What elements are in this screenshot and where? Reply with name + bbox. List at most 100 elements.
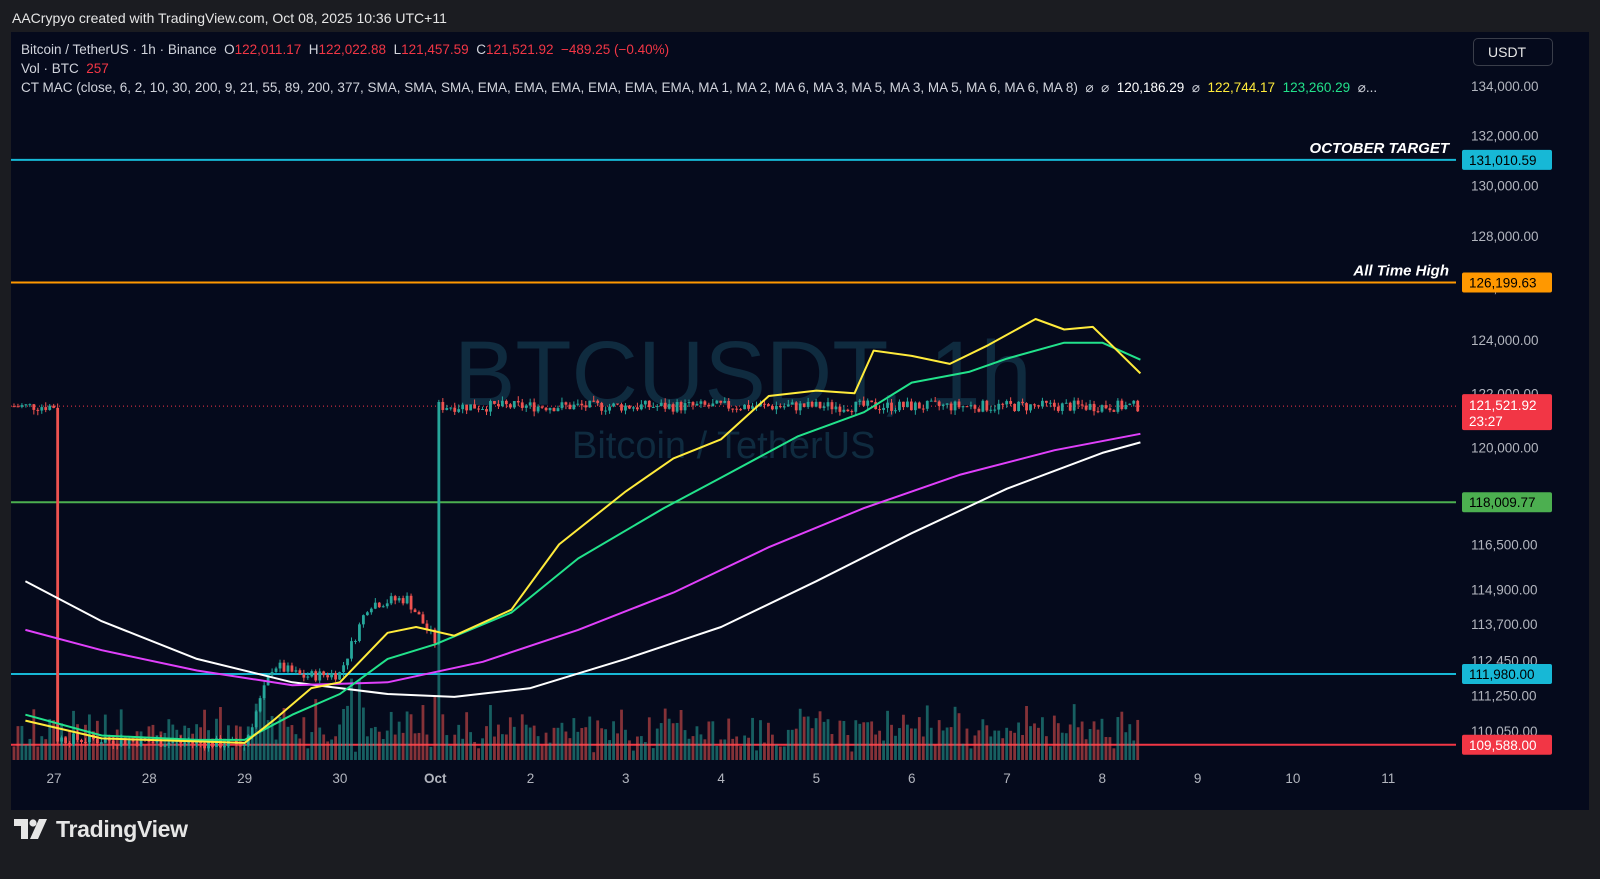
candle-body [691, 402, 695, 406]
volume-bar [794, 728, 798, 760]
candle-body [512, 401, 516, 408]
volume-bar [782, 746, 786, 760]
x-axis-tick: 5 [813, 771, 821, 786]
candle-body [346, 658, 349, 666]
candle-body [774, 406, 778, 410]
candle-body [306, 676, 310, 678]
candle-body [318, 671, 322, 681]
candle-body [1080, 404, 1084, 406]
volume-bar [719, 739, 723, 760]
candle-body [937, 401, 941, 407]
volume-bar [330, 739, 334, 760]
null-value-icon: ⌀ [1101, 80, 1110, 95]
volume-bar [401, 732, 405, 760]
candle-body [667, 404, 671, 409]
y-axis-tick: 116,500.00 [1471, 537, 1538, 552]
volume-bar [929, 727, 933, 760]
moving-average-line [24, 441, 1141, 698]
candle-body [731, 408, 735, 410]
volume-bar [703, 739, 707, 760]
y-axis-tick: 128,000.00 [1471, 229, 1539, 244]
volume-bar [1029, 726, 1032, 760]
candle-body [1108, 408, 1112, 411]
volume-bar [635, 736, 639, 760]
x-axis-tick: 29 [237, 771, 252, 786]
candle-body [28, 404, 32, 406]
candle-body [294, 670, 298, 672]
candle-body [389, 596, 393, 604]
candle-body [397, 598, 401, 601]
candle-body [127, 740, 131, 745]
currency-button[interactable]: USDT [1473, 38, 1553, 66]
price-level-badge [1462, 664, 1552, 685]
candle-body [1072, 400, 1076, 411]
candle-body [576, 403, 580, 405]
attribution-bar: AACrypyo created with TradingView.com, O… [0, 0, 1600, 32]
volume-bar [20, 725, 24, 760]
volume-bar [1072, 704, 1076, 760]
legend-high-label: H [308, 42, 319, 57]
candle-body [1068, 402, 1072, 411]
candle-body [449, 407, 453, 409]
candle-body [1048, 402, 1052, 404]
candle-body [12, 406, 16, 408]
volume-bar [465, 712, 469, 760]
volume-bar [1128, 724, 1132, 760]
candle-body [802, 403, 806, 407]
candle-body [350, 641, 353, 659]
candle-body [469, 404, 473, 411]
candle-body [477, 408, 480, 410]
volume-bar [917, 717, 921, 760]
volume-bar [1080, 721, 1084, 760]
legend-vol-value: 257 [86, 61, 109, 76]
candle-body [778, 406, 782, 408]
candle-body [878, 409, 882, 411]
candle-body [298, 670, 302, 675]
volume-bar [358, 679, 361, 760]
volume-bar [12, 746, 16, 760]
legend-volume-row: Vol · BTC 257 [21, 59, 1377, 78]
legend-more[interactable]: ... [1365, 80, 1378, 95]
volume-bar [953, 706, 957, 760]
volume-bar [520, 714, 524, 760]
volume-bar [266, 720, 270, 760]
candle-body [1041, 400, 1044, 407]
volume-bar [409, 714, 413, 760]
candle-body [417, 612, 421, 615]
chart-panel[interactable]: BTCUSDT, 1h Bitcoin / TetherUS OCTOBER T… [11, 32, 1589, 810]
candle-body [564, 402, 568, 405]
tradingview-logo[interactable]: TradingView [14, 815, 188, 843]
volume-bar [778, 746, 782, 760]
candle-body [719, 400, 723, 403]
volume-bar [338, 724, 341, 760]
volume-bar [1005, 727, 1009, 760]
candle-body [68, 742, 71, 745]
y-axis-tick: 113,700.00 [1471, 617, 1538, 632]
volume-bar [818, 711, 822, 760]
volume-bar [699, 734, 703, 760]
candle-body [508, 404, 512, 408]
volume-bar [290, 725, 294, 760]
candle-body [314, 671, 318, 681]
null-value-icon: ⌀ [1191, 80, 1200, 95]
candle-body [135, 740, 139, 747]
volume-bar [957, 713, 961, 760]
volume-bar [389, 711, 393, 760]
candle-body [1037, 405, 1040, 407]
volume-bar [282, 707, 286, 760]
legend-ohlc-row: Bitcoin / TetherUS · 1h · Binance O122,0… [21, 40, 1377, 59]
volume-bar [814, 718, 818, 760]
candle-body [743, 404, 747, 410]
volume-bar [326, 741, 330, 760]
volume-bar [707, 721, 711, 760]
candle-body [358, 624, 361, 641]
candle-body [588, 400, 592, 408]
candle-body [1100, 405, 1104, 412]
candle-body [187, 742, 191, 744]
volume-bar [862, 722, 866, 760]
candle-body [131, 740, 135, 742]
price-chart[interactable]: BTCUSDT, 1h Bitcoin / TetherUS OCTOBER T… [11, 32, 1589, 810]
volume-bar [671, 723, 675, 760]
candle-body [608, 406, 611, 411]
price-level-badge-text: 118,009.77 [1469, 495, 1536, 510]
